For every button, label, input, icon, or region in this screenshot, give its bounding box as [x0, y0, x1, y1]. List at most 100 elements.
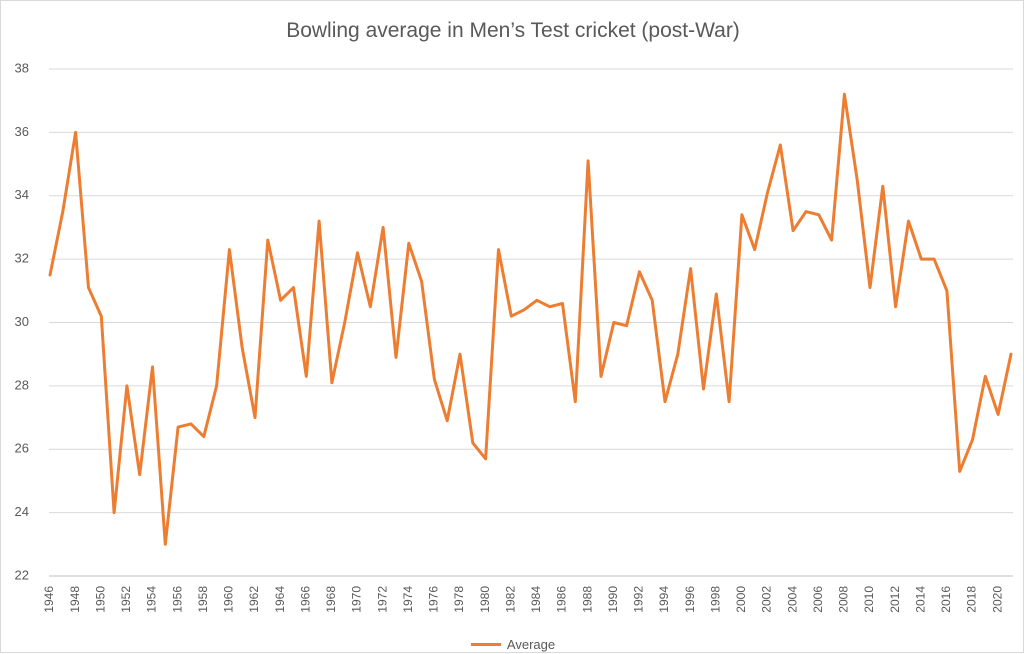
data-point-1998 — [715, 292, 718, 296]
data-point-1997 — [702, 387, 705, 391]
data-point-1972 — [381, 226, 385, 229]
data-point-1964 — [279, 299, 282, 302]
x-tick-label: 1976 — [427, 586, 441, 613]
x-tick-label: 1992 — [632, 586, 646, 613]
y-tick-label: 30 — [15, 314, 29, 329]
data-point-2007 — [830, 238, 833, 242]
y-tick-label: 28 — [15, 377, 29, 392]
data-point-1951 — [112, 511, 116, 514]
data-point-1982 — [510, 315, 513, 318]
series-layer — [48, 92, 1013, 546]
x-tick-label: 2004 — [785, 586, 799, 613]
data-point-2017 — [958, 470, 961, 473]
data-point-1970 — [356, 251, 359, 254]
data-point-2002 — [766, 191, 769, 194]
x-tick-label: 1974 — [401, 586, 415, 613]
y-tick-label: 38 — [15, 60, 29, 75]
legend: Average — [1, 635, 1024, 653]
y-tick-label: 32 — [15, 251, 29, 266]
data-point-1959 — [215, 384, 218, 388]
gridlines — [49, 68, 1013, 577]
data-point-1974 — [407, 242, 410, 245]
data-point-1999 — [727, 400, 731, 403]
y-tick-label: 22 — [15, 567, 29, 582]
x-tick-label: 1998 — [708, 586, 722, 613]
data-point-1965 — [292, 286, 295, 289]
data-point-1973 — [394, 356, 398, 359]
x-tick-label: 1970 — [350, 586, 364, 613]
data-point-1979 — [471, 441, 474, 445]
data-point-1993 — [651, 299, 654, 302]
data-point-1996 — [689, 267, 692, 270]
data-point-1967 — [317, 219, 321, 223]
data-point-2009 — [856, 178, 859, 182]
x-tick-label: 1972 — [375, 586, 389, 613]
x-tick-label: 2012 — [888, 586, 902, 613]
data-point-2011 — [881, 185, 884, 188]
data-point-1956 — [176, 425, 180, 429]
data-point-1946 — [48, 273, 52, 277]
data-point-2005 — [804, 210, 808, 213]
x-tick-label: 1946 — [42, 586, 56, 613]
data-point-1987 — [574, 400, 577, 403]
data-point-1963 — [266, 238, 269, 242]
x-tick-label: 1948 — [68, 586, 82, 613]
x-tick-label: 2016 — [939, 586, 953, 613]
data-point-2015 — [932, 257, 936, 261]
series-line-average — [48, 92, 1013, 546]
y-tick-label: 26 — [15, 441, 29, 456]
data-point-1983 — [522, 308, 526, 311]
data-point-1981 — [497, 248, 500, 251]
data-point-1950 — [100, 315, 103, 318]
data-point-1955 — [164, 543, 167, 546]
x-tick-label: 1978 — [452, 586, 466, 613]
data-point-1960 — [228, 248, 231, 251]
data-point-1991 — [625, 324, 628, 327]
x-tick-label: 2002 — [760, 586, 774, 613]
data-point-1975 — [420, 280, 423, 283]
data-point-1971 — [369, 305, 372, 308]
x-tick-label: 1966 — [298, 586, 312, 613]
legend-swatch-average — [470, 642, 501, 646]
data-point-1984 — [535, 299, 539, 302]
data-point-2006 — [817, 213, 820, 216]
data-point-1961 — [241, 346, 244, 350]
data-point-1969 — [343, 321, 346, 324]
data-point-1988 — [586, 159, 590, 163]
x-tick-label: 2014 — [913, 586, 927, 613]
data-point-2019 — [984, 375, 987, 378]
x-tick-label: 1952 — [119, 586, 133, 613]
data-point-1948 — [74, 131, 77, 134]
x-tick-label: 1986 — [555, 586, 569, 613]
chart-title: Bowling average in Men’s Test cricket (p… — [286, 19, 740, 42]
data-point-2001 — [753, 248, 756, 251]
data-point-2021 — [1009, 353, 1013, 356]
x-tick-label: 2000 — [734, 586, 748, 613]
x-tick-label: 1968 — [324, 586, 338, 613]
data-point-2016 — [945, 289, 949, 292]
data-point-1986 — [561, 302, 564, 305]
x-tick-label: 1958 — [196, 586, 210, 613]
y-tick-label: 34 — [15, 187, 29, 202]
data-point-2013 — [907, 219, 910, 223]
data-point-1977 — [446, 419, 449, 422]
y-tick-label: 24 — [15, 504, 29, 519]
x-tick-label: 2008 — [837, 586, 851, 613]
x-tick-label: 1980 — [478, 586, 492, 613]
legend-label-average: Average — [506, 636, 556, 652]
data-point-1953 — [138, 473, 141, 476]
data-point-1947 — [61, 210, 64, 213]
data-point-1995 — [676, 353, 679, 356]
data-point-1994 — [663, 400, 667, 403]
data-point-2018 — [971, 438, 974, 441]
y-axis-ticks: 22 24 26 28 30 32 34 36 38 — [15, 60, 29, 582]
x-tick-label: 1982 — [503, 586, 517, 613]
data-point-1968 — [330, 381, 334, 384]
data-point-1952 — [125, 384, 129, 388]
data-point-1954 — [151, 365, 154, 369]
data-point-2014 — [920, 257, 923, 261]
data-point-1989 — [599, 375, 603, 378]
data-point-1980 — [484, 457, 487, 460]
